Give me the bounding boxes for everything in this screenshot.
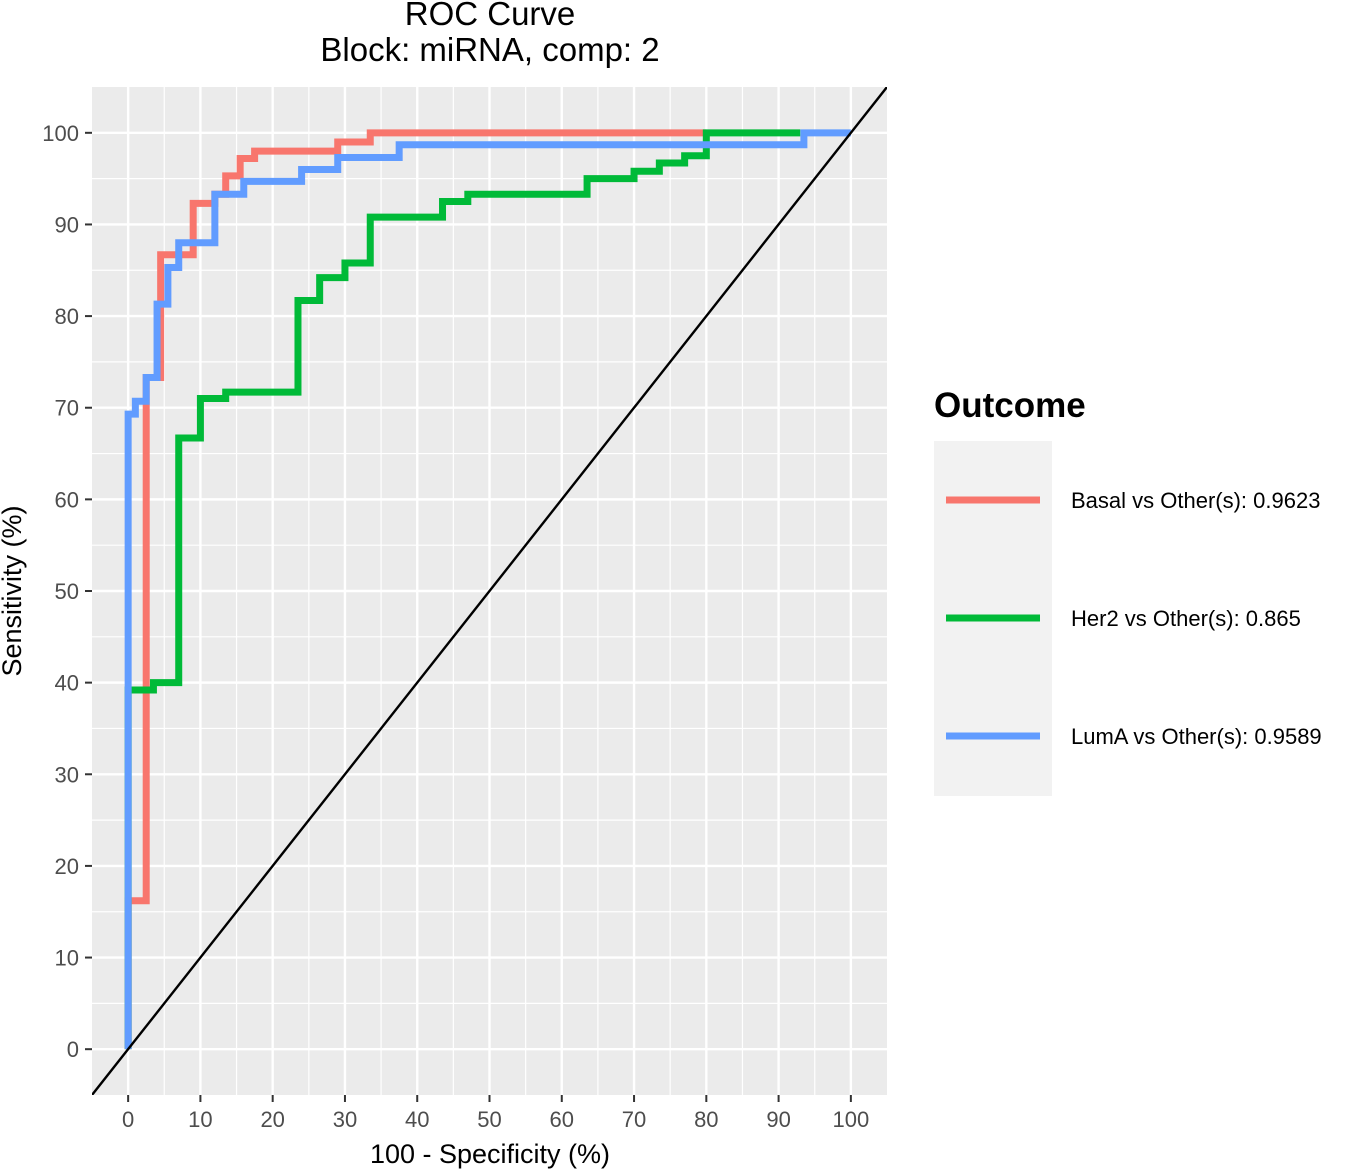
y-tick-label: 50: [55, 579, 79, 604]
x-tick-label: 90: [766, 1107, 790, 1132]
series-line-2: [124, 129, 801, 1050]
legend-label-2: Her2 vs Other(s): 0.865: [1071, 606, 1301, 631]
y-tick-label: 100: [42, 121, 79, 146]
y-tick-label: 10: [55, 946, 79, 971]
x-tick-label: 10: [188, 1107, 212, 1132]
legend-title: Outcome: [934, 386, 1086, 425]
x-tick-label: 100: [833, 1107, 870, 1132]
legend-label-3: LumA vs Other(s): 0.9589: [1071, 724, 1322, 749]
x-tick-label: 20: [260, 1107, 284, 1132]
y-tick-label: 30: [55, 762, 79, 787]
legend: Outcome Basal vs Other(s): 0.9623 Her2 vs…: [934, 386, 1322, 796]
x-tick-label: 50: [477, 1107, 501, 1132]
reference-line-layer: [92, 87, 887, 1095]
x-tick-label: 30: [333, 1107, 357, 1132]
y-tick-label: 0: [67, 1037, 79, 1062]
x-tick-label: 60: [550, 1107, 574, 1132]
diagonal-reference-line: [92, 87, 887, 1095]
y-tick-label: 20: [55, 854, 79, 879]
legend-label-1: Basal vs Other(s): 0.9623: [1071, 488, 1320, 513]
y-tick-label: 70: [55, 396, 79, 421]
y-tick-label: 80: [55, 304, 79, 329]
x-tick-label: 70: [622, 1107, 646, 1132]
y-tick-label: 90: [55, 212, 79, 237]
chart-subtitle: Block: miRNA, comp: 2: [320, 31, 659, 68]
x-tick-label: 40: [405, 1107, 429, 1132]
y-axis: 0 10 20 30 40 50 60 70 80 90 100: [42, 121, 92, 1062]
x-axis-label: 100 - Specificity (%): [370, 1139, 610, 1169]
y-axis-label: Sensitivity (%): [0, 505, 27, 676]
series-line-3: [124, 129, 851, 1050]
chart-title: ROC Curve: [405, 0, 576, 32]
series-layer: [124, 129, 851, 1050]
x-axis: 0 10 20 30 40 50 60 70 80 90 100: [122, 1095, 869, 1132]
x-tick-label: 0: [122, 1107, 134, 1132]
y-tick-label: 40: [55, 671, 79, 696]
y-tick-label: 60: [55, 487, 79, 512]
x-tick-label: 80: [694, 1107, 718, 1132]
